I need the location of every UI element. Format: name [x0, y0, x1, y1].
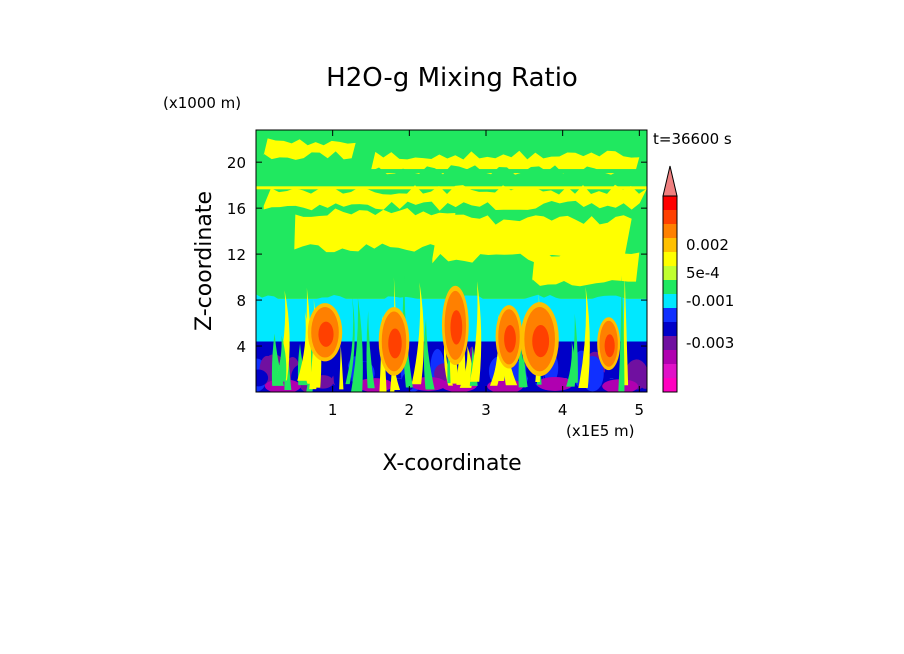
y-tick-label: 16	[227, 200, 246, 218]
colorbar-label: -0.003	[686, 334, 734, 352]
colorbar-segment	[663, 294, 677, 308]
x-axis-label: X-coordinate	[382, 451, 521, 476]
dry-streak	[537, 376, 573, 391]
colorbar-segment	[663, 210, 677, 224]
moist-region	[432, 214, 632, 264]
colorbar-segment	[663, 224, 677, 238]
x-unit-label: (x1E5 m)	[566, 422, 635, 440]
moist-plume	[339, 345, 344, 390]
moist-region	[263, 184, 647, 211]
field-band	[256, 169, 647, 174]
moist-plume	[570, 313, 578, 383]
y-axis: 4 8 12 16 20	[227, 154, 647, 356]
moist-region	[294, 207, 456, 253]
colorbar-segment	[663, 280, 677, 294]
colorbar-segment	[663, 378, 677, 392]
colorbar-frame	[662, 195, 678, 393]
plot-frame	[255, 129, 648, 393]
moist-plume	[423, 318, 435, 390]
moist-plume	[271, 333, 284, 386]
moist-plume	[345, 295, 355, 385]
chart-title: H2O-g Mixing Ratio	[326, 63, 578, 93]
moist-plume	[366, 310, 375, 389]
moist-plume	[459, 345, 473, 388]
colorbar-arrow	[662, 165, 678, 197]
moist-plume	[297, 311, 310, 381]
x-tick-label: 5	[635, 401, 645, 419]
y-tick-label: 20	[227, 154, 246, 172]
moist-plume	[443, 331, 454, 386]
y-tick-label: 12	[227, 246, 246, 264]
x-tick-label: 4	[558, 401, 568, 419]
moist-plume	[578, 286, 590, 389]
x-tick-label: 2	[405, 401, 415, 419]
colorbar-label: 0.002	[686, 236, 729, 254]
y-tick-label: 8	[236, 292, 246, 310]
y-axis-label: Z-coordinate	[192, 191, 217, 331]
colorbar-segment	[663, 266, 677, 280]
x-tick-label: 1	[328, 401, 338, 419]
colorbar-segment	[663, 364, 677, 378]
moist-region	[263, 138, 356, 160]
moist-blob-core	[450, 310, 463, 345]
colorbar-label: 5e-4	[686, 264, 720, 282]
y-unit-label: (x1000 m)	[163, 94, 241, 112]
moist-plume	[275, 290, 290, 381]
colorbar-segment	[663, 196, 677, 210]
colorbar-segment	[663, 238, 677, 252]
moist-plume	[351, 297, 363, 392]
colorbar-segment	[663, 350, 677, 364]
moist-plume	[390, 336, 401, 390]
moist-plume	[618, 275, 625, 392]
moist-blob-core	[604, 334, 615, 358]
x-axis: 1 2 3 4 5	[328, 130, 644, 419]
y-tick-label: 4	[236, 338, 246, 356]
moist-plume	[274, 335, 287, 382]
moist-blob-core	[532, 325, 550, 358]
moist-region	[532, 247, 640, 287]
colorbar: 0.002 5e-4 -0.001 -0.003	[662, 165, 734, 393]
moist-blob-core	[318, 321, 334, 347]
colorbar-segment	[663, 322, 677, 336]
colorbar-segment	[663, 252, 677, 266]
colorbar-segment	[663, 308, 677, 322]
time-label: t=36600 s	[653, 130, 732, 148]
colorbar-segment	[663, 336, 677, 350]
x-tick-label: 3	[481, 401, 491, 419]
moist-plume	[489, 317, 503, 386]
moist-blob-core	[388, 328, 402, 359]
plot-area	[256, 130, 647, 392]
moist-plume	[411, 282, 424, 385]
field-band	[256, 186, 647, 190]
colorbar-label: -0.001	[686, 292, 734, 310]
turbulence-cell	[256, 369, 269, 387]
moist-plume	[469, 281, 482, 382]
moist-region	[371, 150, 640, 175]
moist-blob-core	[504, 325, 516, 353]
